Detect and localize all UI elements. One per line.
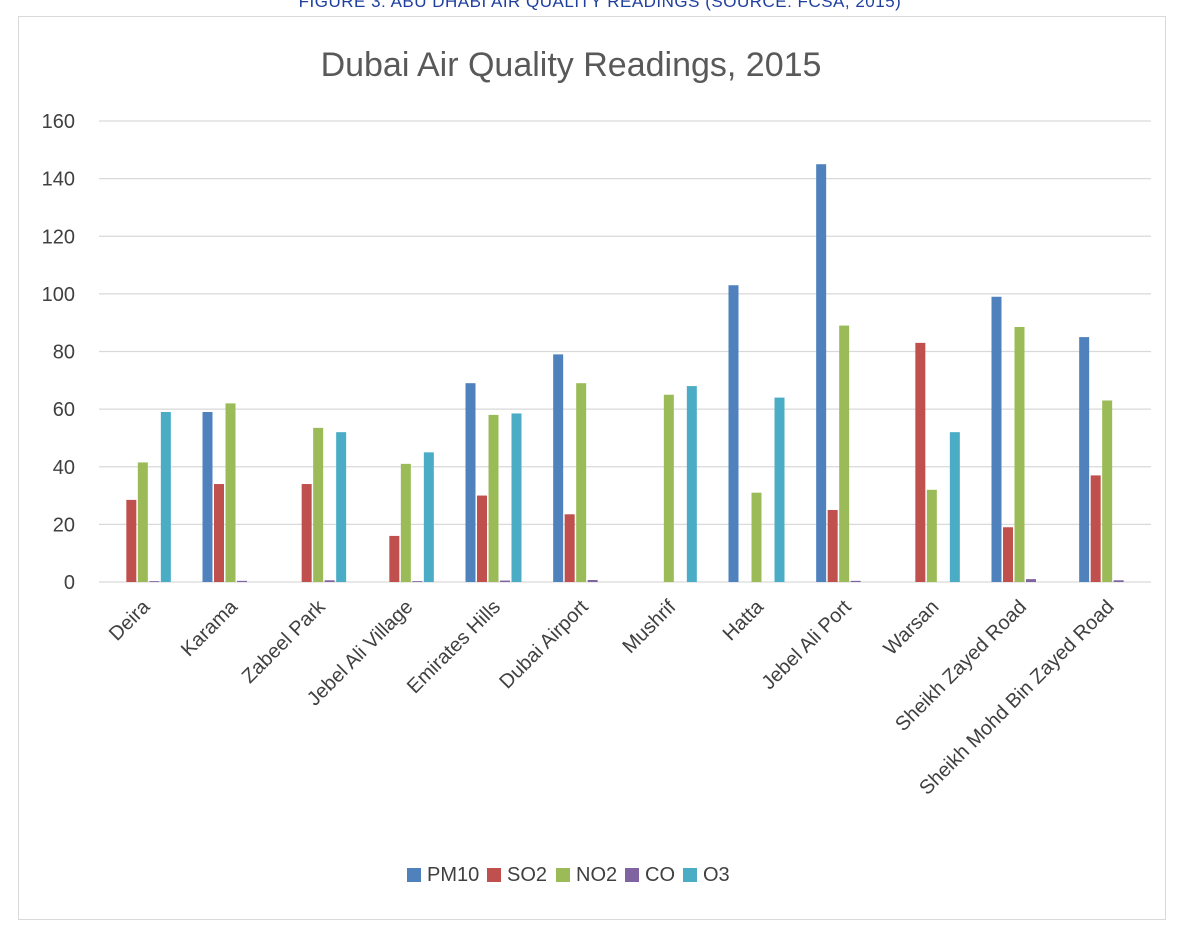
bar: [1014, 327, 1025, 582]
bar: [926, 489, 937, 582]
bar: [423, 452, 434, 582]
bar: [816, 164, 827, 582]
chart-area: Dubai Air Quality Readings, 2015 0 20 40 60…: [18, 16, 1166, 920]
bar: [751, 492, 762, 582]
bar: [587, 579, 598, 582]
y-tick-label: 40: [53, 457, 75, 479]
x-tick-label: Dubai Airport: [495, 596, 593, 694]
bar: [465, 383, 476, 582]
bar: [336, 432, 347, 582]
bar: [1079, 337, 1090, 582]
legend-label: CO: [645, 864, 675, 886]
bar: [949, 432, 960, 582]
bar: [774, 397, 785, 582]
bar: [324, 580, 335, 582]
bar: [663, 394, 674, 582]
legend-swatch: [487, 868, 501, 882]
bar: [389, 535, 400, 582]
bar: [728, 285, 739, 582]
y-tick-label: 140: [42, 169, 75, 191]
bar: [137, 462, 148, 582]
legend-swatch: [556, 868, 570, 882]
bar: [225, 403, 236, 582]
bars: [126, 164, 1124, 582]
y-axis: 0 20 40 60 80 100 120 140 160: [42, 111, 75, 594]
bar: [149, 581, 160, 582]
bar: [827, 509, 838, 582]
bar-chart: Dubai Air Quality Readings, 2015 0 20 40 60…: [42, 46, 1151, 886]
bar: [477, 495, 487, 582]
y-tick-label: 0: [64, 572, 75, 594]
x-tick-label: Warsan: [880, 596, 944, 660]
x-tick-label: Hatta: [719, 595, 769, 645]
legend-label: PM10: [427, 864, 479, 886]
bar: [301, 484, 312, 582]
bar: [202, 412, 213, 582]
bar: [313, 427, 324, 582]
bar: [839, 325, 850, 582]
bar: [500, 580, 510, 582]
bar: [1090, 475, 1101, 582]
bar: [412, 581, 423, 582]
gridlines: [99, 120, 1151, 583]
bar: [237, 580, 247, 582]
legend: PM10 SO2 NO2 CO O3: [407, 864, 730, 886]
bar: [1026, 579, 1036, 582]
bar: [850, 580, 861, 582]
bar: [1102, 400, 1113, 582]
bar: [214, 484, 224, 582]
bar: [915, 342, 926, 582]
legend-swatch: [407, 868, 421, 882]
y-tick-label: 160: [42, 111, 75, 133]
bar: [1003, 527, 1013, 582]
bar: [564, 514, 575, 582]
y-tick-label: 100: [42, 284, 75, 306]
legend-swatch: [683, 868, 697, 882]
figure-caption: FIGURE 3: ABU DHABI AIR QUALITY READINGS…: [298, 0, 902, 11]
bar: [576, 383, 587, 582]
x-tick-label: Zabeel Park: [238, 595, 331, 688]
bar: [126, 499, 137, 582]
y-tick-label: 80: [53, 342, 75, 364]
x-tick-label: Emirates Hills: [403, 596, 505, 698]
y-tick-label: 60: [53, 399, 75, 421]
x-tick-label: Karama: [177, 595, 243, 661]
legend-label: NO2: [576, 864, 617, 886]
x-tick-label: Deira: [105, 595, 155, 645]
bar: [488, 414, 499, 582]
x-tick-label: Jebel Ali Port: [758, 596, 856, 694]
bar: [991, 296, 1002, 582]
x-tick-label: Sheikh Mohd Bin Zayed Road: [915, 596, 1118, 799]
bar: [553, 354, 564, 582]
legend-label: SO2: [507, 864, 547, 886]
y-tick-label: 120: [42, 226, 75, 248]
y-tick-label: 20: [53, 514, 75, 536]
bar: [1113, 580, 1124, 582]
x-tick-label: Mushrif: [618, 596, 680, 658]
chart-title: Dubai Air Quality Readings, 2015: [321, 46, 822, 84]
bar: [686, 386, 697, 582]
bar: [511, 413, 522, 582]
bar: [160, 412, 171, 582]
legend-swatch: [625, 868, 639, 882]
bar: [400, 463, 411, 582]
legend-label: O3: [703, 864, 730, 886]
